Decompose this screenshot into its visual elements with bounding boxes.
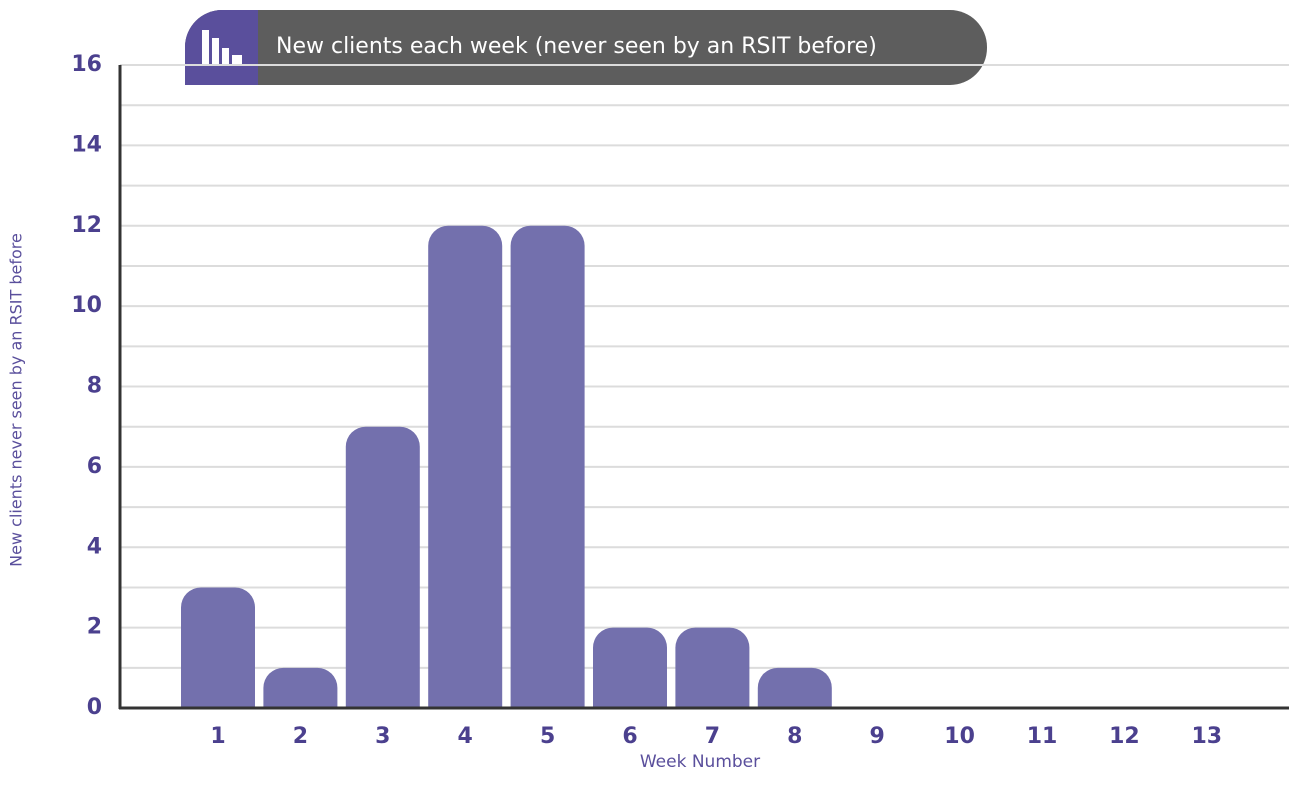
- x-tick-label: 12: [1109, 724, 1140, 749]
- x-tick-label: 7: [705, 724, 720, 749]
- x-tick-label: 5: [540, 724, 555, 749]
- bar: [593, 627, 667, 708]
- x-tick-label: 3: [375, 724, 390, 749]
- y-tick-label: 8: [87, 374, 102, 399]
- bar: [510, 225, 585, 708]
- bar: [428, 225, 503, 708]
- x-tick-label: 1: [210, 724, 225, 749]
- title-icon-bg: [185, 10, 258, 85]
- y-tick-label: 6: [87, 454, 102, 479]
- x-tick-label: 2: [293, 724, 308, 749]
- y-axis-label: New clients never seen by an RSIT before: [7, 233, 26, 567]
- x-tick-label: 9: [870, 724, 885, 749]
- y-tick-label: 16: [71, 52, 102, 77]
- x-tick-label: 11: [1027, 724, 1058, 749]
- y-tick-label: 10: [71, 293, 102, 318]
- x-tick-label: 4: [458, 724, 473, 749]
- y-tick-label: 12: [71, 213, 102, 238]
- x-axis-label: Week Number: [640, 752, 760, 772]
- bar: [757, 667, 832, 708]
- bar: [181, 587, 255, 708]
- x-tick-label: 13: [1191, 724, 1222, 749]
- chart-title: New clients each week (never seen by an …: [276, 34, 877, 59]
- bar: [345, 426, 420, 708]
- y-tick-label: 14: [71, 132, 102, 157]
- bar: [675, 627, 750, 708]
- title-icon: [202, 30, 242, 64]
- x-tick-label: 10: [944, 724, 975, 749]
- y-tick-label: 4: [87, 534, 102, 559]
- x-tick-label: 6: [622, 724, 637, 749]
- x-tick-label: 8: [787, 724, 802, 749]
- bar: [263, 667, 338, 708]
- y-tick-label: 0: [87, 695, 102, 720]
- title-pill: [185, 10, 987, 85]
- y-tick-label: 2: [87, 615, 102, 640]
